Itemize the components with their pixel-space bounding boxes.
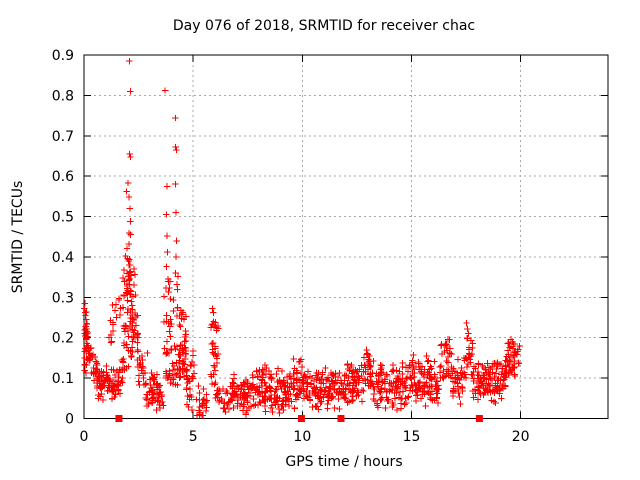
y-tick-label: 0.9	[52, 48, 74, 64]
zero-flag-points	[115, 415, 483, 422]
y-tick-label: 0.6	[52, 169, 74, 185]
y-tick-labels: 0 0.1 0.2 0.3 0.4 0.5 0.6 0.7 0.8 0.9	[52, 48, 74, 428]
x-tick-label: 15	[403, 429, 421, 445]
y-axis-label: SRMTID / TECUs	[10, 181, 26, 294]
x-tick-label: 0	[80, 429, 89, 445]
y-tick-label: 0.4	[52, 250, 74, 266]
x-axis-label: GPS time / hours	[285, 454, 402, 470]
axis-ticks	[83, 54, 608, 419]
y-tick-label: 0.3	[52, 290, 74, 306]
zero-flag-marker	[475, 415, 483, 422]
y-tick-label: 0.8	[52, 88, 74, 104]
zero-flag-marker	[297, 415, 305, 422]
scatter-points	[81, 57, 523, 419]
plot-border	[83, 54, 609, 419]
x-tick-label: 20	[512, 429, 530, 445]
zero-flag-marker	[337, 415, 345, 422]
chart-title: Day 076 of 2018, SRMTID for receiver cha…	[173, 18, 475, 34]
x-tick-label: 5	[189, 429, 198, 445]
y-tick-label: 0	[65, 412, 74, 428]
y-tick-label: 0.2	[52, 331, 74, 347]
zero-flag-marker	[115, 415, 123, 422]
x-tick-label: 10	[293, 429, 311, 445]
y-tick-label: 0.1	[52, 371, 74, 387]
y-tick-label: 0.5	[52, 210, 74, 226]
y-tick-label: 0.7	[52, 129, 74, 145]
x-tick-labels: 0 5 10 15 20	[80, 429, 530, 445]
